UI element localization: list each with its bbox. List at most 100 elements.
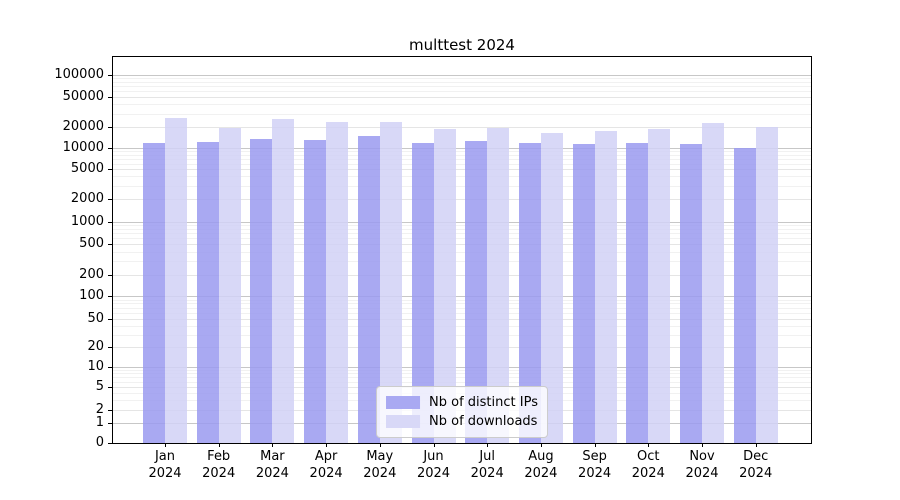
y-tick-mark-5 [108, 387, 112, 388]
x-tick-mark-jul [487, 443, 489, 447]
gridline-90 [113, 299, 811, 301]
x-tick-label-dec: Dec 2024 [739, 449, 773, 481]
bar-nov-distinct-ips [680, 143, 702, 443]
y-tick-mark-10000 [108, 148, 112, 149]
bar-mar-downloads [272, 119, 295, 443]
y-tick-label-5000: 5000 [70, 161, 104, 176]
bar-dec-downloads [755, 126, 778, 443]
x-tick-mark-feb [218, 443, 220, 447]
y-tick-mark-50000 [108, 97, 112, 98]
y-tick-mark-5000 [108, 169, 112, 170]
gridline-20000 [113, 127, 811, 128]
bar-jul-downloads [487, 127, 510, 443]
gridline-800 [113, 229, 811, 231]
y-tick-label-50000: 50000 [62, 89, 104, 104]
gridline-1000 [113, 222, 811, 223]
gridline-40 [113, 325, 811, 327]
y-tick-mark-200 [108, 275, 112, 276]
y-tick-mark-100000 [108, 75, 112, 76]
x-tick-label-feb: Feb 2024 [202, 449, 236, 481]
bar-jul-distinct-ips [465, 141, 488, 443]
legend: Nb of distinct IPs Nb of downloads [376, 386, 548, 438]
gridline-200 [113, 275, 811, 276]
gridline-100000 [113, 75, 811, 76]
bar-nov-downloads [702, 123, 724, 443]
gridline-50000 [113, 97, 811, 98]
y-tick-mark-2 [108, 410, 112, 411]
x-tick-mark-oct [648, 443, 650, 447]
y-tick-label-5: 5 [95, 379, 104, 394]
bar-feb-downloads [218, 127, 241, 443]
x-tick-mark-jan [165, 443, 166, 447]
y-tick-label-2000: 2000 [70, 191, 104, 206]
bar-jan-downloads [165, 118, 187, 443]
gridline-7 [113, 377, 811, 379]
plot-area: Nb of distinct IPs Nb of downloads [112, 56, 812, 444]
y-tick-label-2: 2 [95, 402, 104, 417]
y-tick-mark-1 [108, 423, 112, 424]
x-tick-mark-mar [272, 443, 274, 447]
gridline-6000 [113, 163, 811, 165]
x-tick-label-jan: Jan 2024 [148, 449, 182, 481]
y-tick-label-20: 20 [87, 339, 104, 354]
bar-feb-distinct-ips [196, 141, 219, 443]
bar-jan-distinct-ips [143, 142, 165, 443]
x-tick-label-nov: Nov 2024 [685, 449, 719, 481]
y-tick-mark-500 [108, 244, 112, 245]
bar-apr-distinct-ips [304, 139, 327, 443]
y-tick-label-1000: 1000 [70, 214, 104, 229]
y-tick-mark-0 [108, 443, 112, 444]
legend-swatch-distinct-ips [386, 395, 421, 409]
gridline-400 [113, 251, 811, 253]
gridline-900 [113, 225, 811, 227]
x-tick-label-may: May 2024 [363, 449, 397, 481]
gridline-5000 [113, 169, 811, 170]
x-tick-label-jun: Jun 2024 [416, 449, 451, 481]
bar-sep-downloads [594, 130, 617, 443]
y-tick-mark-2000 [108, 199, 112, 200]
x-tick-mark-aug [540, 443, 542, 447]
gridline-3000 [113, 185, 811, 187]
gridline-80 [113, 303, 811, 305]
gridline-300 [113, 261, 811, 263]
x-tick-mark-apr [326, 443, 328, 447]
gridline-7000 [113, 158, 811, 160]
y-tick-label-1: 1 [95, 415, 104, 430]
x-tick-label-jul: Jul 2024 [470, 449, 504, 481]
gridline-600 [113, 238, 811, 240]
legend-swatch-downloads [386, 414, 421, 428]
y-tick-label-20000: 20000 [62, 119, 104, 134]
gridline-700 [113, 233, 811, 235]
bar-may-downloads [379, 122, 402, 443]
gridline-8 [113, 373, 811, 375]
y-tick-mark-100 [108, 296, 112, 297]
bar-oct-downloads [648, 128, 671, 443]
y-tick-label-200: 200 [79, 267, 104, 282]
bar-jun-distinct-ips [411, 143, 434, 443]
gridline-30000 [113, 113, 811, 115]
bar-apr-downloads [326, 122, 349, 443]
gridline-50 [113, 319, 811, 320]
gridline-8000 [113, 154, 811, 156]
x-tick-label-oct: Oct 2024 [631, 449, 665, 481]
y-tick-mark-1000 [108, 222, 112, 223]
gridline-30 [113, 334, 811, 336]
x-tick-label-aug: Aug 2024 [524, 449, 558, 481]
gridline-100 [113, 296, 811, 297]
bar-sep-distinct-ips [572, 144, 595, 443]
gridline-70 [113, 307, 811, 309]
gridline-80000 [113, 82, 811, 84]
gridline-6 [113, 381, 811, 383]
x-tick-label-mar: Mar 2024 [255, 449, 289, 481]
gridline-2000 [113, 199, 811, 200]
x-tick-label-sep: Sep 2024 [578, 449, 612, 481]
x-tick-mark-may [379, 443, 381, 447]
gridline-9000 [113, 151, 811, 153]
y-tick-label-500: 500 [79, 236, 104, 251]
bar-mar-distinct-ips [250, 138, 273, 443]
gridline-40000 [113, 104, 811, 106]
bar-dec-distinct-ips [733, 148, 756, 443]
bar-jun-downloads [433, 128, 456, 443]
y-tick-label-100000: 100000 [54, 67, 104, 82]
